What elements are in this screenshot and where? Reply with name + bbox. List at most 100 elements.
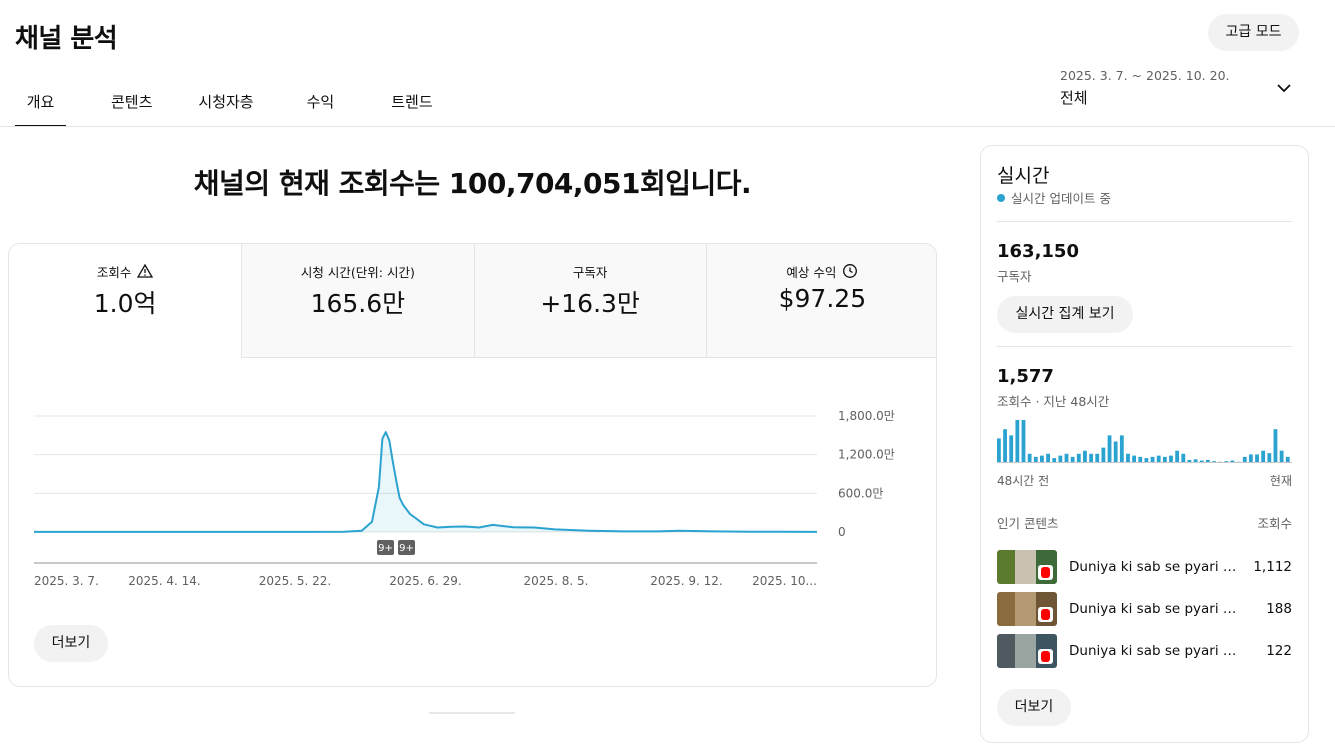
tab-trends[interactable]: 트렌드 xyxy=(391,93,433,111)
realtime-bar[interactable] xyxy=(1083,450,1087,463)
realtime-bar[interactable] xyxy=(1058,455,1063,463)
realtime-bar[interactable] xyxy=(1199,460,1204,463)
realtime-bar[interactable] xyxy=(1285,456,1290,463)
metric-views[interactable]: 조회수 1.0억 xyxy=(9,244,242,358)
metric-label: 예상 수익 xyxy=(786,264,837,280)
realtime-bar[interactable] xyxy=(1132,455,1137,463)
more-button[interactable]: 더보기 xyxy=(34,625,108,662)
realtime-bar[interactable] xyxy=(1267,453,1272,463)
realtime-bar[interactable] xyxy=(1242,456,1247,463)
overview-card: 조회수 1.0억 시청 시간(단위: 시간) 165.6만 구독자 +16.3만… xyxy=(8,243,937,687)
tab-content[interactable]: 콘텐츠 xyxy=(111,93,153,111)
series-line[interactable] xyxy=(34,431,818,533)
realtime-bar[interactable] xyxy=(1021,420,1026,463)
realtime-bar[interactable] xyxy=(1095,453,1100,463)
realtime-bar[interactable] xyxy=(1144,458,1149,463)
chevron-down-icon[interactable] xyxy=(1276,82,1292,94)
video-thumbnail[interactable] xyxy=(997,550,1057,584)
realtime-bar[interactable] xyxy=(1279,450,1284,463)
annotation-marker[interactable] xyxy=(377,540,394,555)
realtime-bar[interactable] xyxy=(1181,453,1186,463)
realtime-bar[interactable] xyxy=(1273,429,1278,463)
date-range-text[interactable]: 2025. 3. 7. ~ 2025. 10. 20. xyxy=(1060,68,1230,83)
realtime-bar[interactable] xyxy=(1261,450,1266,463)
x-tick-label: 2025. 8. 5. xyxy=(524,574,589,588)
annotation-marker[interactable] xyxy=(398,540,415,555)
realtime-bar[interactable] xyxy=(1070,456,1075,463)
realtime-bar[interactable] xyxy=(1175,450,1180,463)
top-content-row[interactable]: Duniya ki sab se pyari aw... 1,112 xyxy=(997,550,1292,584)
scroll-indicator xyxy=(429,712,515,714)
top-content-row[interactable]: Duniya ki sab se pyari awa... 188 xyxy=(997,592,1292,626)
tab-bar: 개요 콘텐츠 시청자층 수익 트렌드 xyxy=(15,78,433,127)
realtime-bar[interactable] xyxy=(1064,453,1069,463)
divider xyxy=(997,221,1292,222)
realtime-bar[interactable] xyxy=(1113,441,1118,464)
video-thumbnail[interactable] xyxy=(997,592,1057,626)
content-title[interactable]: Duniya ki sab se pyari aw... xyxy=(1069,559,1239,575)
realtime-bar[interactable] xyxy=(997,438,1001,463)
tab-audience[interactable]: 시청자층 xyxy=(198,93,254,111)
annotation-marker-label: 9+ xyxy=(378,543,393,554)
realtime-bar[interactable] xyxy=(1187,459,1192,463)
metric-watch-time[interactable]: 시청 시간(단위: 시간) 165.6만 xyxy=(241,244,474,358)
realtime-bar[interactable] xyxy=(1255,454,1259,463)
realtime-bar[interactable] xyxy=(1046,453,1050,463)
realtime-bar[interactable] xyxy=(1003,429,1007,463)
metric-value: 165.6만 xyxy=(310,289,406,318)
tab-overview[interactable]: 개요 xyxy=(15,78,66,127)
realtime-bar[interactable] xyxy=(1089,453,1093,463)
realtime-bar[interactable] xyxy=(1033,456,1038,463)
header-divider xyxy=(0,126,1335,127)
date-range-label[interactable]: 전체 xyxy=(1060,89,1088,107)
realtime-bar[interactable] xyxy=(1119,435,1124,463)
realtime-bar[interactable] xyxy=(1150,456,1155,463)
realtime-bar[interactable] xyxy=(1107,435,1112,463)
realtime-bar[interactable] xyxy=(1027,453,1032,463)
realtime-bar[interactable] xyxy=(1162,456,1167,463)
realtime-bar[interactable] xyxy=(1076,453,1081,463)
realtime-bar[interactable] xyxy=(1169,455,1173,463)
live-dot-icon xyxy=(997,193,1005,202)
realtime-bar[interactable] xyxy=(1193,459,1198,463)
metric-label: 조회수 xyxy=(96,264,132,280)
page-title: 채널 분석 xyxy=(15,24,118,54)
realtime-bar[interactable] xyxy=(1138,456,1143,463)
x-tick-label: 2025. 9. 12. xyxy=(650,574,723,588)
x-tick-label: 2025. 4. 14. xyxy=(128,574,201,588)
realtime-aggregate-button[interactable]: 실시간 집계 보기 xyxy=(997,296,1133,333)
realtime-bar[interactable] xyxy=(1230,460,1235,463)
video-thumbnail[interactable] xyxy=(997,634,1057,668)
realtime-bar[interactable] xyxy=(1009,435,1014,463)
realtime-bar[interactable] xyxy=(1126,453,1130,463)
content-views: 1,112 xyxy=(1253,559,1292,575)
content-views: 188 xyxy=(1266,601,1292,617)
x-tick-label: 2025. 10... xyxy=(752,574,817,588)
realtime-more-button[interactable]: 더보기 xyxy=(997,689,1071,726)
realtime-subscribers-label: 구독자 xyxy=(997,269,1032,284)
realtime-bar[interactable] xyxy=(1248,454,1253,463)
realtime-bar[interactable] xyxy=(1205,459,1210,463)
realtime-bar[interactable] xyxy=(1156,455,1161,463)
top-content-header: 인기 콘텐츠 조회수 xyxy=(997,513,1292,532)
metric-label: 구독자 xyxy=(572,264,608,280)
advanced-mode-button[interactable]: 고급 모드 xyxy=(1208,14,1299,51)
content-title[interactable]: Duniya ki sab se pyari awa... xyxy=(1069,643,1239,659)
metric-revenue[interactable]: 예상 수익 $97.25 xyxy=(705,244,936,358)
y-tick-label: 1,800.0만 xyxy=(838,409,895,423)
x-tick-label: 2025. 3. 7. xyxy=(34,574,99,588)
realtime-bar[interactable] xyxy=(1101,447,1106,463)
realtime-bar[interactable] xyxy=(1015,420,1020,463)
tab-revenue[interactable]: 수익 xyxy=(306,93,335,111)
realtime-views: 1,577 xyxy=(997,366,1054,387)
realtime-bar-chart[interactable] xyxy=(997,418,1292,463)
realtime-bar[interactable] xyxy=(1040,455,1044,463)
content-title[interactable]: Duniya ki sab se pyari awa... xyxy=(1069,601,1239,617)
realtime-bar[interactable] xyxy=(1052,458,1057,463)
views-line-chart[interactable]: 1,800.0만 1,200.0만 600.0만 0 2025. 3. 7. 2025. … xyxy=(9,244,937,687)
metric-subscribers[interactable]: 구독자 +16.3만 xyxy=(473,244,706,358)
top-content-row[interactable]: Duniya ki sab se pyari awa... 122 xyxy=(997,634,1292,668)
top-content-label: 인기 콘텐츠 xyxy=(997,516,1059,531)
metric-value: +16.3만 xyxy=(540,289,640,318)
bar-axis-right: 현재 xyxy=(1269,474,1292,488)
